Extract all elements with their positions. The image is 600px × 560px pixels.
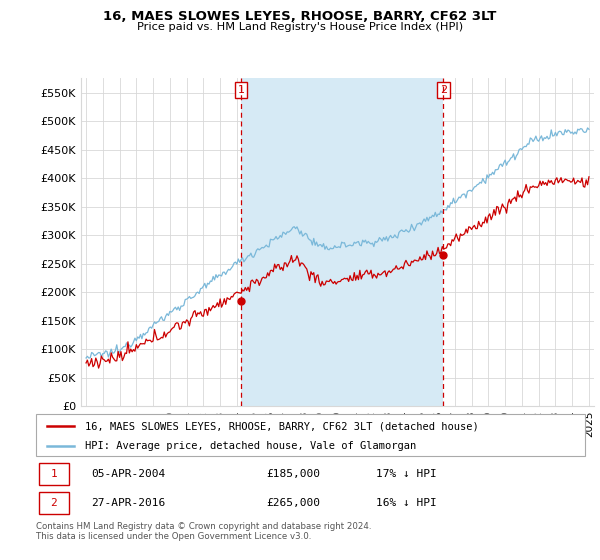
Text: 16, MAES SLOWES LEYES, RHOOSE, BARRY, CF62 3LT (detached house): 16, MAES SLOWES LEYES, RHOOSE, BARRY, CF… xyxy=(85,421,479,431)
Text: 1: 1 xyxy=(238,85,245,95)
Text: Price paid vs. HM Land Registry's House Price Index (HPI): Price paid vs. HM Land Registry's House … xyxy=(137,22,463,32)
Text: Contains HM Land Registry data © Crown copyright and database right 2024.
This d: Contains HM Land Registry data © Crown c… xyxy=(36,522,371,542)
Bar xyxy=(39,463,69,485)
Text: 2: 2 xyxy=(440,85,447,95)
Text: 17% ↓ HPI: 17% ↓ HPI xyxy=(376,469,437,479)
Text: 27-APR-2016: 27-APR-2016 xyxy=(91,498,165,508)
Text: 1: 1 xyxy=(50,469,57,479)
Text: 16% ↓ HPI: 16% ↓ HPI xyxy=(376,498,437,508)
Text: £265,000: £265,000 xyxy=(266,498,320,508)
Text: HPI: Average price, detached house, Vale of Glamorgan: HPI: Average price, detached house, Vale… xyxy=(85,441,416,451)
Bar xyxy=(39,492,69,515)
Text: £185,000: £185,000 xyxy=(266,469,320,479)
Text: 2: 2 xyxy=(50,498,57,508)
Text: 16, MAES SLOWES LEYES, RHOOSE, BARRY, CF62 3LT: 16, MAES SLOWES LEYES, RHOOSE, BARRY, CF… xyxy=(103,10,497,23)
Text: 05-APR-2004: 05-APR-2004 xyxy=(91,469,165,479)
Bar xyxy=(241,78,443,406)
